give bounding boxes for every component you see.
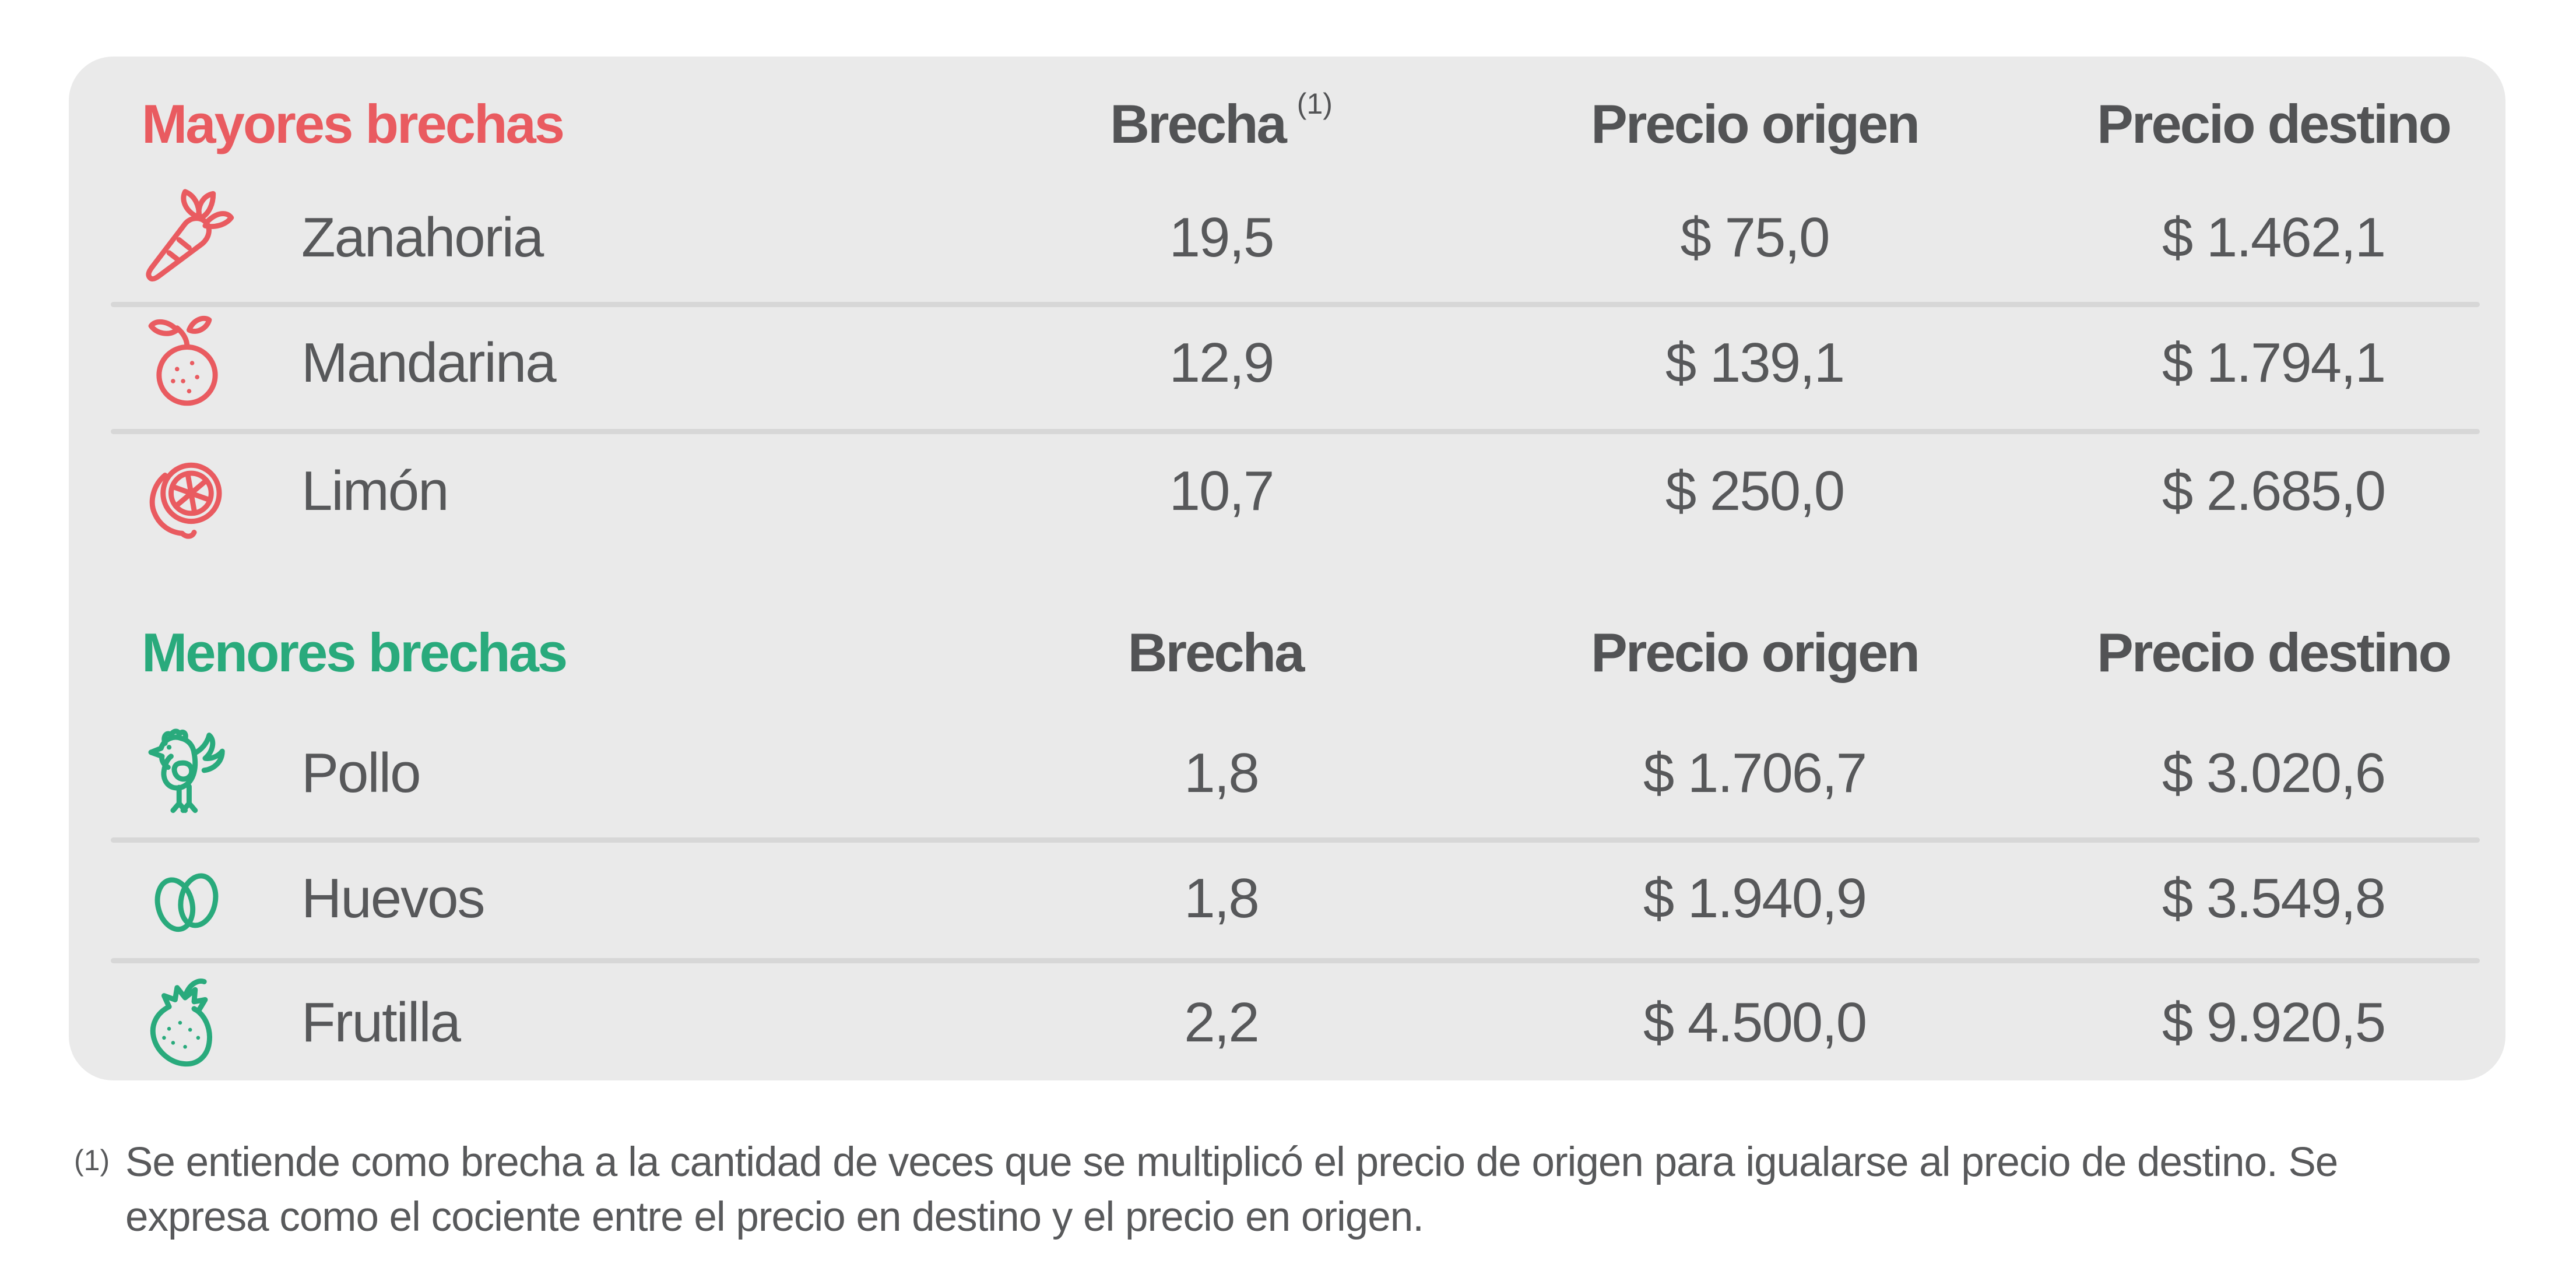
product-name: Limón xyxy=(301,459,449,522)
mandarin-icon xyxy=(148,315,218,406)
product-name: Pollo xyxy=(301,741,421,804)
strawberry-icon xyxy=(150,978,212,1066)
precio-origen-value: $ 1.706,7 xyxy=(1643,741,1867,804)
precio-destino-value: $ 3.549,8 xyxy=(2162,867,2386,930)
footnote: (1) Se entiende como brecha a la cantida… xyxy=(74,1135,2441,1245)
column-header-brecha: Brecha xyxy=(1127,621,1305,683)
brecha-value: 1,8 xyxy=(1184,867,1259,930)
column-header-precio-destino: Precio destino xyxy=(2097,93,2452,154)
lemon-icon xyxy=(149,462,222,539)
column-header-precio-destino: Precio destino xyxy=(2097,621,2452,683)
footnote-ref: (1) xyxy=(1296,87,1333,120)
precio-destino-value: $ 1.794,1 xyxy=(2162,331,2386,394)
precio-destino-value: $ 1.462,1 xyxy=(2162,206,2386,269)
row-divider xyxy=(111,958,2480,963)
product-name: Mandarina xyxy=(301,331,557,394)
table-row-huevos: Huevos 1,8 $ 1.940,9 $ 3.549,8 xyxy=(69,836,2505,961)
product-name: Zanahoria xyxy=(301,206,544,269)
section-header-mayores: Mayores brechas Brecha (1) Precio origen … xyxy=(69,61,2505,186)
precio-destino-value: $ 2.685,0 xyxy=(2162,459,2386,522)
brecha-value: 1,8 xyxy=(1184,741,1259,804)
section-title-mayores: Mayores brechas xyxy=(142,93,565,154)
precio-origen-value: $ 139,1 xyxy=(1665,331,1845,394)
column-header-precio-origen: Precio origen xyxy=(1591,93,1920,154)
footnote-marker: (1) xyxy=(74,1144,110,1177)
precio-origen-value: $ 250,0 xyxy=(1665,459,1845,522)
product-name: Frutilla xyxy=(301,991,461,1054)
price-gap-card: Mayores brechas Brecha (1) Precio origen … xyxy=(69,57,2505,1080)
table-row-mandarina: Mandarina 12,9 $ 139,1 $ 1.794,1 xyxy=(69,300,2505,425)
brecha-value: 10,7 xyxy=(1169,459,1275,522)
product-name: Huevos xyxy=(301,867,485,930)
row-divider xyxy=(111,837,2480,843)
table-row-limon: Limón 10,7 $ 250,0 $ 2.685,0 xyxy=(69,428,2505,554)
table-row-zanahoria: Zanahoria 19,5 $ 75,0 $ 1.462,1 xyxy=(69,175,2505,300)
precio-origen-value: $ 4.500,0 xyxy=(1643,991,1867,1054)
row-divider xyxy=(111,302,2480,307)
eggs-icon xyxy=(154,872,218,932)
section-title-menores: Menores brechas xyxy=(142,621,568,683)
brecha-value: 2,2 xyxy=(1184,991,1259,1054)
section-header-menores: Menores brechas Brecha Precio origen Pre… xyxy=(69,590,2505,715)
precio-origen-value: $ 75,0 xyxy=(1680,206,1830,269)
precio-destino-value: $ 9.920,5 xyxy=(2162,991,2386,1054)
carrot-icon xyxy=(145,188,234,281)
footnote-text: Se entiende como brecha a la cantidad de… xyxy=(125,1139,2338,1240)
precio-destino-value: $ 3.020,6 xyxy=(2162,741,2386,804)
precio-origen-value: $ 1.940,9 xyxy=(1643,867,1867,930)
column-header-precio-origen: Precio origen xyxy=(1591,621,1920,683)
table-row-frutilla: Frutilla 2,2 $ 4.500,0 $ 9.920,5 xyxy=(69,960,2505,1085)
column-header-brecha: Brecha (1) xyxy=(1110,87,1333,154)
chicken-icon xyxy=(148,728,225,813)
row-divider xyxy=(111,429,2480,434)
brecha-value: 19,5 xyxy=(1169,206,1275,269)
table-row-pollo: Pollo 1,8 $ 1.706,7 $ 3.020,6 xyxy=(69,710,2505,836)
brecha-value: 12,9 xyxy=(1169,331,1275,394)
